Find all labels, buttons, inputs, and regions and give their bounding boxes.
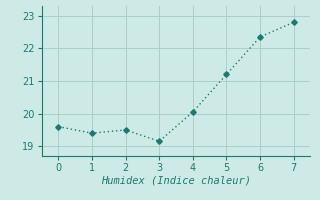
- X-axis label: Humidex (Indice chaleur): Humidex (Indice chaleur): [101, 176, 251, 186]
